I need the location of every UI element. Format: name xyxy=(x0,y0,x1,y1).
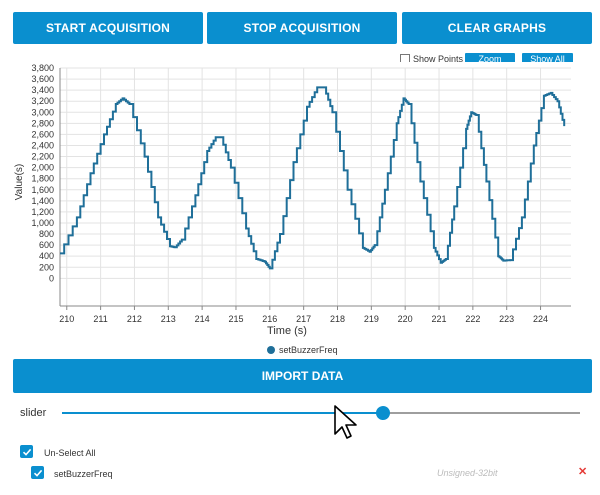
legend-marker xyxy=(267,346,275,354)
show-points-label: Show Points xyxy=(413,54,464,64)
x-tick-label: 215 xyxy=(228,314,243,324)
legend-label: setBuzzerFreq xyxy=(279,345,338,355)
unselect-all-label: Un-Select All xyxy=(44,448,96,458)
y-tick-label: 1,000 xyxy=(31,218,54,228)
close-icon[interactable]: ✕ xyxy=(578,466,588,478)
unselect-all-checkbox[interactable] xyxy=(20,445,33,458)
x-tick-label: 217 xyxy=(296,314,311,324)
slider-fill xyxy=(62,412,384,414)
chart-background xyxy=(0,62,600,360)
y-tick-label: 1,400 xyxy=(31,196,54,206)
y-tick-label: 600 xyxy=(39,240,54,250)
y-tick-label: 3,200 xyxy=(31,96,54,106)
x-tick-label: 219 xyxy=(364,314,379,324)
x-tick-label: 223 xyxy=(499,314,514,324)
x-tick-label: 218 xyxy=(330,314,345,324)
x-tick-label: 224 xyxy=(533,314,548,324)
y-axis-label: Value(s) xyxy=(14,164,25,201)
stop-acquisition-button[interactable]: STOP ACQUISITION xyxy=(207,12,397,44)
check-icon xyxy=(33,469,42,477)
y-tick-label: 1,600 xyxy=(31,185,54,195)
y-tick-label: 1,800 xyxy=(31,174,54,184)
x-tick-label: 210 xyxy=(59,314,74,324)
series-type: Unsigned-32bit xyxy=(437,468,498,478)
y-tick-label: 800 xyxy=(39,229,54,239)
x-tick-label: 220 xyxy=(398,314,413,324)
series-checkbox[interactable] xyxy=(31,466,44,479)
check-icon xyxy=(22,448,31,456)
y-tick-label: 200 xyxy=(39,262,54,272)
value-time-chart[interactable]: 02004006008001,0001,2001,4001,6001,8002,… xyxy=(0,62,600,360)
y-tick-label: 400 xyxy=(39,251,54,261)
y-tick-label: 3,600 xyxy=(31,74,54,84)
x-tick-label: 221 xyxy=(432,314,447,324)
y-tick-label: 2,800 xyxy=(31,118,54,128)
y-tick-label: 2,400 xyxy=(31,140,54,150)
y-tick-label: 2,600 xyxy=(31,129,54,139)
x-axis-label: Time (s) xyxy=(267,325,307,337)
y-tick-label: 3,400 xyxy=(31,85,54,95)
x-tick-label: 222 xyxy=(465,314,480,324)
chart-grid xyxy=(59,67,571,307)
y-tick-label: 3,800 xyxy=(31,63,54,73)
start-acquisition-button[interactable]: START ACQUISITION xyxy=(13,12,203,44)
mouse-pointer-icon xyxy=(334,405,357,439)
y-axis-ticks: 02004006008001,0001,2001,4001,6001,8002,… xyxy=(31,63,54,283)
x-tick-label: 216 xyxy=(262,314,277,324)
x-tick-label: 212 xyxy=(127,314,142,324)
x-tick-label: 211 xyxy=(93,314,107,324)
y-tick-label: 0 xyxy=(49,273,54,283)
x-tick-label: 214 xyxy=(195,314,210,324)
y-tick-label: 2,000 xyxy=(31,163,54,173)
series-line-setbuzzerfreq xyxy=(60,86,566,270)
import-data-button[interactable]: IMPORT DATA xyxy=(13,359,592,393)
y-tick-label: 1,200 xyxy=(31,207,54,217)
slider-label: slider xyxy=(20,407,47,419)
slider-thumb[interactable] xyxy=(376,406,391,420)
y-tick-label: 2,200 xyxy=(31,152,54,162)
series-name: setBuzzerFreq xyxy=(54,469,113,479)
y-tick-label: 3,000 xyxy=(31,107,54,117)
clear-graphs-button[interactable]: CLEAR GRAPHS xyxy=(402,12,592,44)
x-axis-ticks: 210 211 212 213 214 215 216 217 218 219 220 221 222 2… xyxy=(59,306,548,324)
x-tick-label: 213 xyxy=(161,314,176,324)
